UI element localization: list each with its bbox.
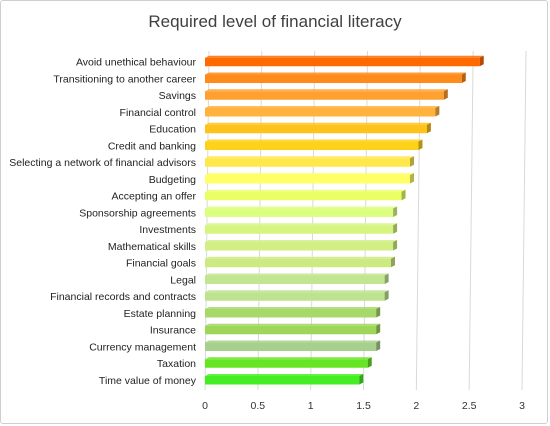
bar (205, 106, 440, 117)
x-tick-label: 1.5 (356, 400, 371, 412)
bar (205, 89, 448, 100)
bar (205, 189, 406, 201)
bar (205, 206, 398, 217)
category-label: Financial goals (126, 258, 196, 270)
gridline (257, 50, 263, 391)
bar (205, 340, 381, 351)
category-label: Legal (170, 274, 196, 286)
bar (205, 223, 398, 234)
gridline (468, 50, 474, 391)
x-tick-label: 0.5 (251, 400, 266, 412)
bar (205, 55, 484, 67)
bar (205, 139, 423, 150)
bar (205, 240, 398, 251)
category-label: Investments (139, 224, 196, 236)
bar (205, 323, 381, 335)
category-label: Avoid unethical behaviour (76, 57, 197, 69)
x-tick-label: 1 (308, 400, 314, 412)
category-label: Education (149, 124, 196, 136)
category-label: Transitioning to another career (53, 73, 196, 85)
category-label: Credit and banking (108, 140, 196, 152)
bar (205, 273, 389, 284)
category-label: Budgeting (149, 174, 196, 186)
category-label: Time value of money (99, 375, 197, 387)
category-label: Accepting an offer (112, 191, 197, 203)
category-label: Currency management (89, 341, 196, 353)
bar (205, 290, 389, 301)
category-label: Mathematical skills (108, 241, 196, 253)
bar (205, 173, 414, 184)
category-label: Financial control (120, 107, 196, 119)
category-label: Sponsorship agreements (79, 207, 196, 219)
gridline (521, 50, 527, 391)
chart-title: Required level of financial literacy (148, 12, 402, 31)
bar (205, 156, 414, 167)
bar (205, 72, 466, 83)
bar (205, 122, 431, 134)
gridline (310, 50, 316, 391)
category-label: Financial records and contracts (50, 291, 196, 303)
category-label: Selecting a network of financial advisor… (9, 157, 196, 169)
x-tick-label: 2 (413, 400, 419, 412)
category-label: Estate planning (124, 308, 197, 320)
x-tick-label: 2.5 (462, 400, 477, 412)
bar (205, 256, 395, 268)
bar (205, 374, 364, 385)
category-label: Taxation (157, 358, 196, 370)
bar (205, 357, 372, 368)
category-label: Insurance (150, 325, 196, 337)
gridline (415, 50, 421, 391)
gridline (363, 50, 368, 391)
bar (205, 307, 381, 318)
category-label: Savings (159, 90, 196, 102)
x-tick-label: 3 (519, 400, 525, 412)
x-tick-label: 0 (202, 400, 208, 412)
gridline (204, 50, 210, 391)
